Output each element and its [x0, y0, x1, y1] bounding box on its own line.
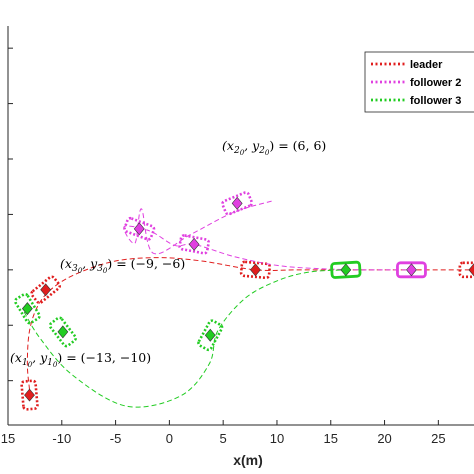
follower-3-point-3 — [340, 263, 352, 277]
follower-2-vehicle-0 — [221, 191, 254, 216]
x-tick-label-2: -5 — [110, 431, 122, 446]
series-line-follower-3 — [23, 269, 347, 408]
follower-3-vehicle-2 — [197, 319, 224, 352]
leader-point-2 — [250, 263, 261, 277]
follower-2-point-2 — [188, 237, 200, 251]
x-tick-label-6: 15 — [324, 431, 338, 446]
x-tick-label-5: 10 — [270, 431, 284, 446]
follower-3-point-0 — [21, 302, 33, 316]
series-layer — [13, 191, 474, 411]
y-ticks — [8, 47, 13, 382]
follower-3-vehicle-3 — [330, 260, 362, 279]
leader-vehicle-1 — [30, 275, 62, 305]
x-tick-label-0: 15 — [1, 431, 15, 446]
x-tick-label-3: 0 — [166, 431, 173, 446]
x-tick-label-1: -10 — [52, 431, 71, 446]
series-line-follower-2 — [123, 200, 407, 271]
legend-box — [364, 51, 474, 113]
leader-point-1 — [40, 283, 52, 297]
follower-2-vehicle-2 — [178, 234, 210, 255]
legend-label-follower-2: follower 2 — [410, 77, 461, 89]
annotation-follower3-start: (x30, y30) = (−9, −6) — [60, 256, 185, 275]
leader-point-0 — [24, 388, 35, 402]
follower-3-vehicle-0 — [13, 292, 41, 325]
legend-label-leader: leader — [410, 59, 443, 71]
annotation-leader-start: (x10, y10) = (−13, −10) — [10, 350, 151, 369]
leader-vehicle-3 — [458, 261, 474, 279]
follower-3-point-1 — [57, 325, 69, 339]
follower-2-vehicle-1 — [123, 216, 156, 241]
x-tick-label-7: 20 — [377, 431, 391, 446]
follower-2-point-3 — [406, 263, 417, 277]
follower-3-point-2 — [204, 328, 216, 342]
x-axis-label: x(m) — [233, 452, 263, 468]
legend: leader follower 2 follower 3 — [364, 51, 474, 113]
annotations: (x20, y20) = (6, 6) (x30, y30) = (−9, −6… — [10, 138, 326, 369]
follower-2-point-1 — [133, 222, 145, 236]
legend-label-follower-3: follower 3 — [410, 95, 461, 107]
x-ticks: 15 -10 -5 0 5 10 15 20 25 — [1, 420, 446, 446]
x-tick-label-4: 5 — [220, 431, 227, 446]
annotation-follower2-start: (x20, y20) = (6, 6) — [222, 138, 326, 157]
leader-vehicle-2 — [239, 260, 272, 280]
follower-2-point-0 — [231, 196, 243, 210]
follower-3-vehicle-1 — [48, 316, 78, 348]
x-tick-label-8: 25 — [431, 431, 445, 446]
follower-2-vehicle-3 — [396, 261, 427, 279]
leader-vehicle-0 — [20, 379, 39, 411]
